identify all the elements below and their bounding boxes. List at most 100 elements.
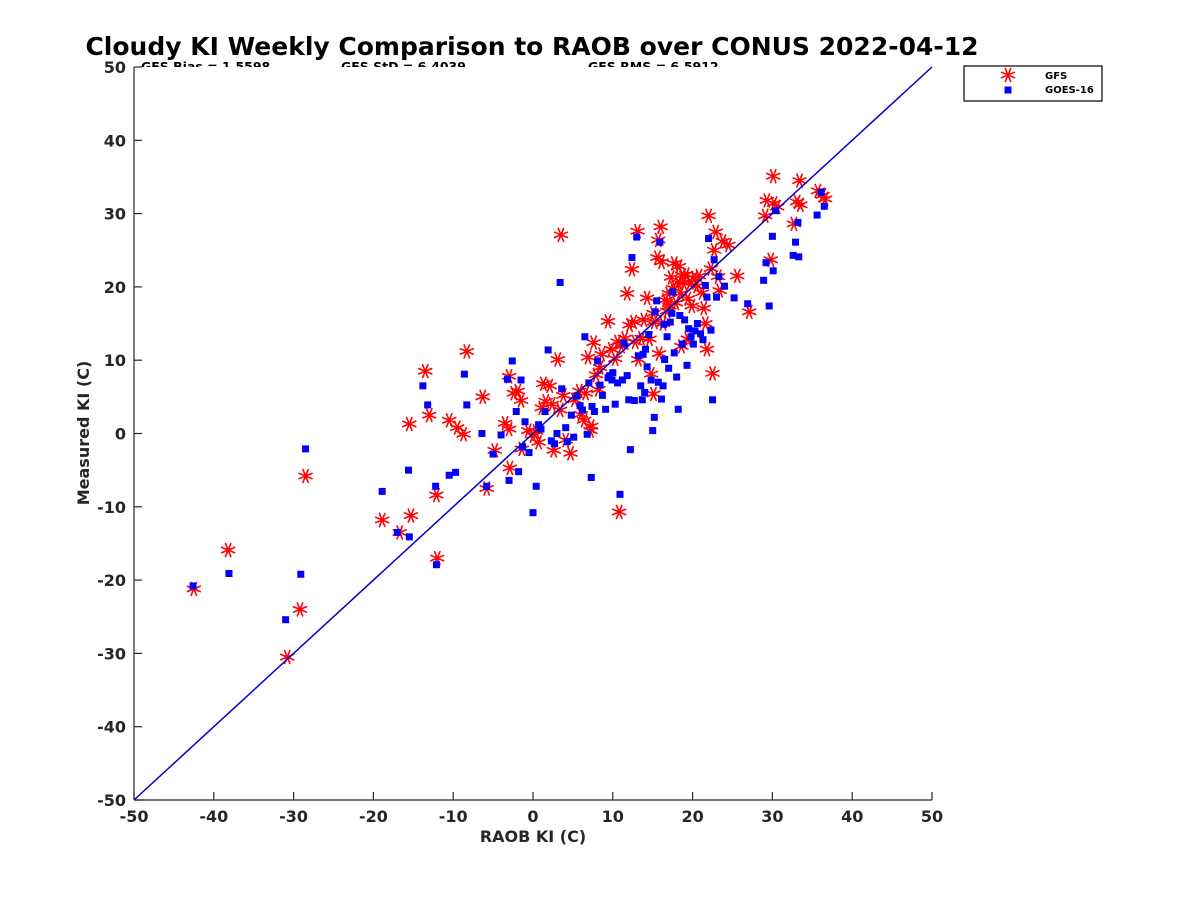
legend-goes16-label: GOES-16 bbox=[1045, 85, 1094, 96]
y-tick-label: 20 bbox=[104, 278, 126, 297]
gfs-point bbox=[626, 314, 641, 330]
gfs-point bbox=[418, 363, 433, 379]
gfs-point bbox=[586, 335, 601, 350]
gfs-point bbox=[553, 227, 569, 243]
goes16-point bbox=[616, 490, 624, 498]
goes16-point bbox=[432, 482, 440, 490]
y-tick-label: -10 bbox=[97, 498, 126, 517]
goes16-point bbox=[813, 211, 821, 219]
chart-title: Cloudy KI Weekly Comparison to RAOB over… bbox=[85, 32, 978, 61]
y-tick-label: 0 bbox=[115, 425, 126, 444]
goes16-point bbox=[570, 433, 578, 441]
goes16-point bbox=[660, 320, 668, 328]
goes16-point bbox=[614, 379, 622, 387]
legend-gfs-symbol bbox=[1000, 67, 1016, 83]
gfs-point bbox=[624, 262, 640, 277]
goes16-point bbox=[769, 267, 777, 275]
y-tick-label: 40 bbox=[104, 131, 126, 150]
goes16-point bbox=[651, 308, 659, 316]
goes16-point bbox=[643, 363, 651, 371]
gfs-point bbox=[730, 268, 745, 284]
goes16-point bbox=[676, 311, 684, 319]
gfs-point bbox=[706, 242, 722, 258]
goes16-point bbox=[637, 382, 645, 390]
gfs-point bbox=[563, 446, 578, 461]
goes16-point bbox=[633, 233, 641, 241]
y-tick-label: -50 bbox=[97, 791, 126, 810]
goes16-point bbox=[638, 396, 646, 404]
goes16-point bbox=[578, 406, 586, 414]
goes16-point bbox=[583, 430, 591, 438]
gfs-point bbox=[611, 504, 627, 520]
goes16-point bbox=[715, 273, 723, 281]
goes16-point bbox=[642, 345, 650, 353]
goes16-point bbox=[623, 372, 631, 380]
gfs-point bbox=[402, 416, 417, 432]
goes16-point bbox=[576, 402, 584, 410]
x-tick-label: 10 bbox=[602, 807, 624, 826]
goes16-point bbox=[478, 430, 486, 437]
gfs-point bbox=[654, 254, 669, 270]
goes16-point bbox=[657, 395, 665, 403]
goes16-point bbox=[820, 202, 828, 210]
y-ticks: -50 -40 -30 -20 -10 0 10 20 30 40 50 bbox=[97, 58, 142, 810]
gfs-point bbox=[698, 316, 713, 331]
goes16-point bbox=[645, 331, 653, 339]
goes16-point bbox=[553, 430, 561, 437]
gfs-point bbox=[544, 396, 560, 412]
goes16-point bbox=[525, 449, 533, 457]
goes16-point bbox=[225, 570, 233, 578]
x-tick-label: -20 bbox=[359, 807, 388, 826]
gfs-point bbox=[721, 237, 736, 253]
goes16-point bbox=[544, 346, 552, 354]
goes16-point bbox=[789, 251, 797, 259]
goes16-point bbox=[445, 471, 453, 479]
goes16-point bbox=[393, 528, 401, 536]
gfs-point bbox=[765, 168, 781, 184]
goes16-point bbox=[432, 561, 440, 569]
goes16-point bbox=[693, 320, 701, 328]
gfs-point bbox=[513, 393, 529, 408]
goes16-point bbox=[489, 450, 497, 458]
goes16-point bbox=[609, 369, 617, 377]
gfs-point bbox=[475, 389, 490, 405]
goes16-point bbox=[508, 357, 516, 365]
goes16-point bbox=[630, 397, 638, 405]
goes16-point bbox=[697, 330, 705, 338]
gfs-point bbox=[684, 298, 700, 314]
goes16-point bbox=[762, 259, 770, 267]
goes16-point bbox=[587, 473, 595, 481]
gfs-point bbox=[298, 468, 313, 484]
gfs-point bbox=[542, 378, 558, 394]
goes16-point bbox=[654, 378, 662, 386]
goes16-point bbox=[721, 282, 729, 290]
gfs-point bbox=[421, 407, 437, 423]
gfs-point bbox=[374, 512, 390, 528]
goes16-point bbox=[765, 302, 773, 310]
goes16-point bbox=[674, 405, 682, 413]
goes16-point bbox=[297, 570, 305, 578]
goes16-point bbox=[668, 309, 676, 317]
goes16-point bbox=[689, 340, 697, 348]
gfs-point bbox=[600, 314, 616, 329]
goes16-point bbox=[483, 482, 491, 490]
legend-gfs-label: GFS bbox=[1045, 71, 1067, 82]
gfs-point bbox=[741, 304, 757, 320]
goes16-point bbox=[562, 424, 570, 432]
goes16-point bbox=[683, 361, 691, 369]
goes16-point bbox=[302, 445, 310, 453]
goes16-point bbox=[670, 349, 678, 357]
goes16-point bbox=[532, 482, 540, 490]
goes16-point bbox=[515, 468, 523, 476]
goes16-point bbox=[625, 396, 633, 404]
goes16-point bbox=[594, 357, 602, 365]
legend: GFS GOES-16 bbox=[963, 65, 1103, 102]
gfs-point bbox=[680, 291, 696, 306]
goes16-point bbox=[378, 487, 386, 495]
goes16-point bbox=[512, 408, 520, 416]
legend-goes16-symbol bbox=[1004, 86, 1012, 94]
goes16-point bbox=[556, 279, 564, 287]
goes16-point bbox=[596, 381, 604, 389]
goes16-point bbox=[661, 355, 669, 363]
